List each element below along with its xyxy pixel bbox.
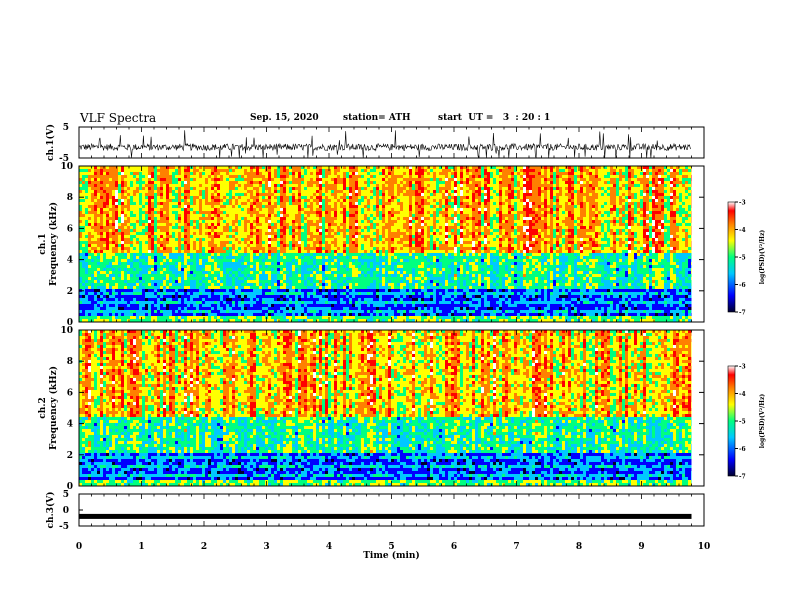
ch2-spectrogram-ytick-label: 2: [67, 451, 73, 461]
ch1-spectrogram-ytick-label: 2: [67, 287, 73, 297]
ch3-ytick-label: 5: [63, 490, 69, 500]
ch1-spectrogram-colorbar-tick: -4: [739, 227, 746, 234]
ch1-spectrogram-colorbar-tick: -5: [739, 255, 746, 262]
ch1-spectrogram-colorbar: [727, 201, 736, 313]
xtick-label: 10: [698, 542, 711, 552]
ch2-spectrogram-heatmap: [79, 330, 692, 486]
ch1-spectrogram-heatmap: [79, 166, 692, 322]
ch2-spectrogram-ytick-label: 0: [67, 482, 73, 492]
xaxis-label: Time (min): [363, 550, 420, 561]
ch1-ytick-label: -5: [59, 154, 69, 164]
ch2-spectrogram-ytick-label: 10: [60, 326, 73, 336]
ch2-spectrogram-colorbar-tick: -7: [739, 474, 746, 481]
ch1-spectrogram-ytick-label: 4: [67, 256, 73, 266]
ch1-spectrogram-colorbar-label: log(PSD)(V²/Hz): [759, 230, 766, 285]
ch1-spectrogram-colorbar-tick: -7: [739, 310, 746, 317]
xtick-label: 4: [326, 542, 332, 552]
xtick-label: 0: [76, 542, 82, 552]
ch2-spectrogram-colorbar-tick: -6: [739, 446, 746, 453]
start-time-label: start UT = 3 : 20 : 1: [438, 113, 550, 123]
ch1-spectrogram-ylabel: ch.1Frequency (kHz): [38, 202, 59, 286]
ch2-spectrogram-ytick-label: 4: [67, 420, 73, 430]
ch2-spectrogram-ytick-label: 8: [67, 357, 73, 367]
ch2-spectrogram-colorbar: [727, 365, 736, 477]
ch2-spectrogram-colorbar-tick: -5: [739, 419, 746, 426]
xtick-label: 1: [138, 542, 144, 552]
ch1-spectrogram-colorbar-tick: -6: [739, 282, 746, 289]
xtick-label: 2: [201, 542, 207, 552]
ch1-spectrogram-ytick-label: 6: [67, 224, 73, 234]
ch2-spectrogram-ytick-label: 6: [67, 388, 73, 398]
ch3-waveform-line: [79, 513, 692, 519]
ch1-spectrogram-ytick-label: 8: [67, 193, 73, 203]
figure-title: VLF Spectra: [80, 111, 156, 125]
ch1-ytick-label: 5: [63, 123, 69, 133]
xtick-label: 3: [263, 542, 269, 552]
xtick-label: 5: [388, 542, 394, 552]
ch1-ylabel: ch.1(V): [45, 124, 56, 161]
ch1-spectrogram-ytick-label: 10: [60, 162, 73, 172]
ch2-spectrogram-colorbar-label: log(PSD)(V²/Hz): [759, 394, 766, 449]
ch2-spectrogram-colorbar-tick: -4: [739, 391, 746, 398]
ch1-spectrogram-colorbar-tick: -3: [739, 200, 746, 207]
xtick-label: 6: [451, 542, 457, 552]
ch3-ylabel: ch.3(V): [45, 492, 56, 529]
ch2-spectrogram-ylabel: ch.2Frequency (kHz): [38, 366, 59, 450]
ch3-ytick-label: 0: [63, 506, 69, 516]
date-label: Sep. 15, 2020: [250, 113, 319, 123]
xtick-label: 8: [576, 542, 582, 552]
ch1-waveform-line: [78, 130, 692, 159]
station-label: station= ATH: [343, 113, 411, 123]
ch1-spectrogram-ytick-label: 0: [67, 318, 73, 328]
xtick-label: 9: [638, 542, 644, 552]
xtick-label: 7: [513, 542, 519, 552]
ch3-ytick-label: -5: [59, 522, 69, 532]
ch2-spectrogram-colorbar-tick: -3: [739, 364, 746, 371]
